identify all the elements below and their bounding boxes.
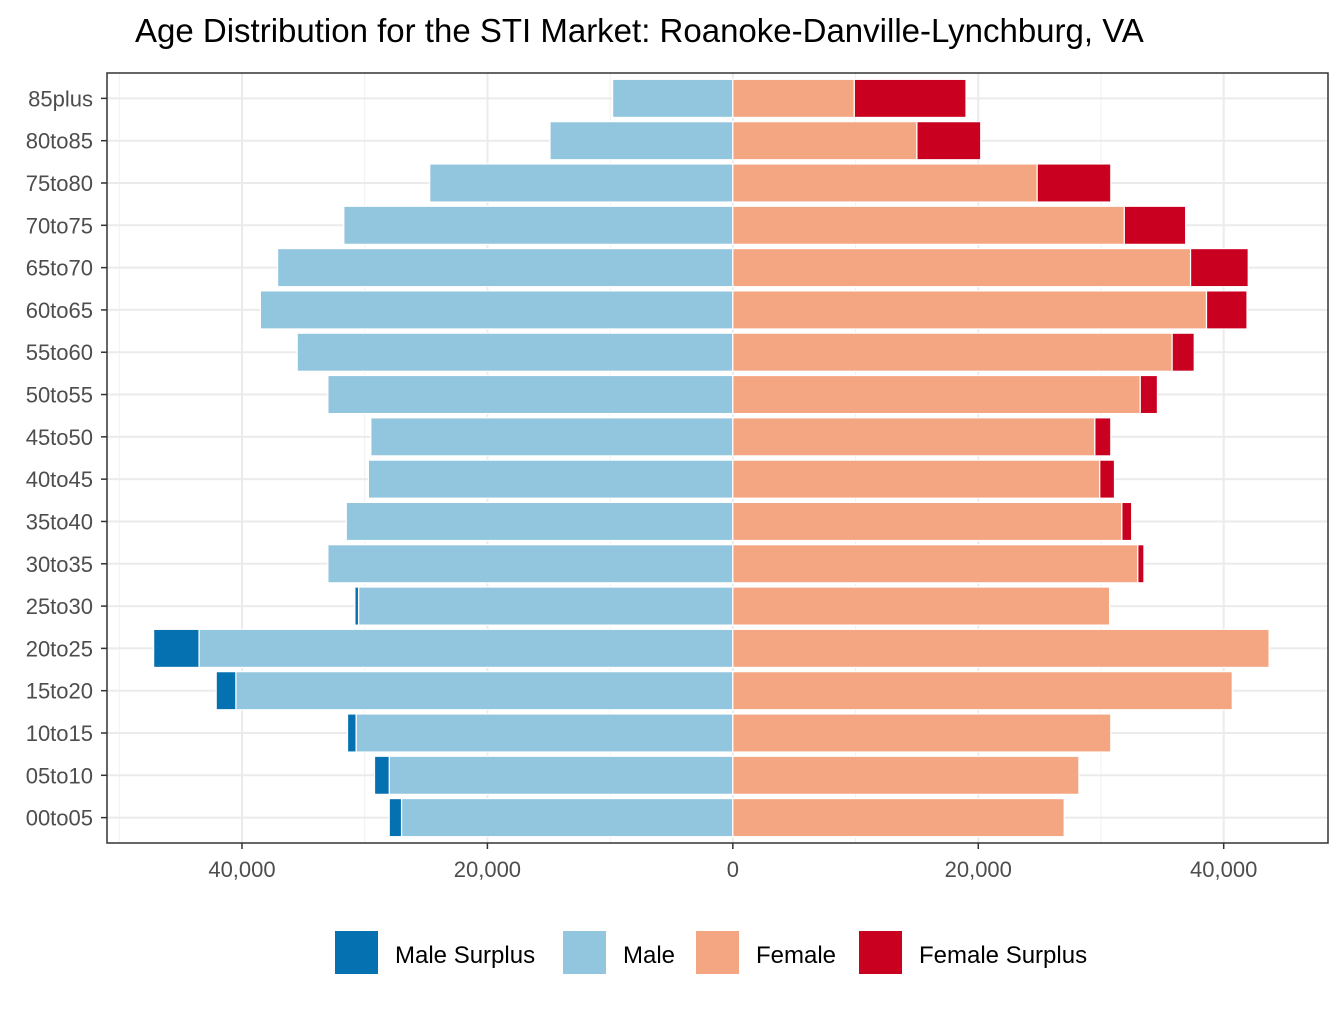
- y-tick-label: 45to50: [26, 425, 93, 450]
- x-tick-label: 20,000: [945, 857, 1012, 882]
- legend-key-male: [563, 931, 606, 974]
- bar-female-60to65: [732, 290, 1208, 330]
- y-tick-label: 35to40: [26, 509, 93, 534]
- bar-male-80to85: [549, 121, 734, 161]
- y-tick-label: 25to30: [26, 594, 93, 619]
- bar-male-55to60: [296, 332, 734, 372]
- x-tick-label: 20,000: [454, 857, 521, 882]
- bar-female-40to45: [732, 459, 1101, 499]
- y-tick-label: 30to35: [26, 552, 93, 577]
- y-tick-label: 10to15: [26, 721, 93, 746]
- bar-male-10to15: [355, 713, 734, 753]
- y-tick-label: 65to70: [26, 256, 93, 281]
- bar-male-surplus-05to10: [373, 755, 390, 795]
- bar-male-60to65: [259, 290, 734, 330]
- bar-female-45to50: [732, 417, 1096, 457]
- bar-male-70to75: [343, 205, 734, 245]
- bar-male-00to05: [400, 797, 734, 838]
- bar-female-surplus-75to80: [1036, 163, 1112, 203]
- bar-female-05to10: [732, 755, 1080, 795]
- bar-female-55to60: [732, 332, 1173, 372]
- y-tick-label: 00to05: [26, 806, 93, 831]
- x-axis: 40,000 20,000 0 20,000 40,000: [208, 843, 1257, 882]
- bar-female-65to70: [732, 247, 1192, 288]
- y-tick-label: 70to75: [26, 213, 93, 238]
- bar-female-50to55: [732, 374, 1141, 415]
- bar-male-30to35: [327, 544, 734, 584]
- legend-label: Female: [756, 942, 836, 969]
- legend: Male Surplus Male Female Female Surplus: [335, 931, 1087, 974]
- x-tick-label: 0: [727, 857, 739, 882]
- y-tick-label: 20to25: [26, 636, 93, 661]
- panel-border: [106, 72, 1329, 844]
- bar-male-surplus-25to30: [354, 586, 360, 626]
- y-tick-label: 75to80: [26, 171, 93, 196]
- bar-female-35to40: [732, 501, 1123, 542]
- bar-female-surplus-30to35: [1137, 544, 1145, 584]
- bars-layer: [153, 78, 1270, 838]
- y-tick-label: 60to65: [26, 298, 93, 323]
- bar-female-surplus-85plus: [853, 78, 967, 119]
- bar-male-25to30: [357, 586, 734, 626]
- legend-label: Male: [623, 942, 675, 969]
- bar-male-05to10: [388, 755, 734, 795]
- bar-female-75to80: [732, 163, 1038, 203]
- bar-female-surplus-80to85: [916, 121, 982, 161]
- bar-male-75to80: [429, 163, 734, 203]
- legend-key-female: [696, 931, 739, 974]
- bar-female-85plus: [732, 78, 855, 119]
- bar-female-surplus-60to65: [1205, 290, 1248, 330]
- bar-male-surplus-15to20: [215, 671, 237, 711]
- bar-female-15to20: [732, 671, 1233, 711]
- legend-label: Female Surplus: [919, 942, 1087, 969]
- y-tick-label: 50to55: [26, 383, 93, 408]
- bar-female-70to75: [732, 205, 1125, 245]
- bar-male-45to50: [370, 417, 734, 457]
- y-tick-label: 05to10: [26, 763, 93, 788]
- bar-male-50to55: [327, 374, 734, 415]
- legend-key-male-surplus: [335, 931, 378, 974]
- y-tick-label: 15to20: [26, 679, 93, 704]
- legend-key-female-surplus: [859, 931, 902, 974]
- bar-male-65to70: [276, 247, 734, 288]
- legend-label: Male Surplus: [395, 942, 535, 969]
- bar-male-15to20: [235, 671, 734, 711]
- y-axis: 00to05 05to10 10to15 15to20 20to25 25to30 30to…: [26, 86, 107, 831]
- bar-female-25to30: [732, 586, 1111, 626]
- bar-female-80to85: [732, 121, 918, 161]
- bar-male-20to25: [198, 628, 734, 669]
- bar-male-surplus-10to15: [346, 713, 357, 753]
- bar-female-surplus-45to50: [1094, 417, 1112, 457]
- bar-female-surplus-40to45: [1099, 459, 1116, 499]
- bar-female-30to35: [732, 544, 1139, 584]
- bar-female-00to05: [732, 797, 1065, 838]
- y-tick-label: 55to60: [26, 340, 93, 365]
- bar-female-surplus-55to60: [1171, 332, 1195, 372]
- chart-title: Age Distribution for the STI Market: Roa…: [135, 12, 1144, 49]
- bar-male-85plus: [611, 78, 734, 119]
- bar-female-10to15: [732, 713, 1112, 753]
- bar-male-35to40: [345, 501, 734, 542]
- y-tick-label: 40to45: [26, 467, 93, 492]
- bar-female-surplus-65to70: [1189, 247, 1249, 288]
- bar-female-20to25: [732, 628, 1270, 669]
- x-tick-label: 40,000: [1190, 857, 1257, 882]
- bar-female-surplus-70to75: [1123, 205, 1187, 245]
- bar-male-surplus-20to25: [153, 628, 200, 669]
- x-tick-label: 40,000: [208, 857, 275, 882]
- bar-male-40to45: [367, 459, 734, 499]
- bar-female-surplus-35to40: [1121, 501, 1133, 542]
- y-tick-label: 80to85: [26, 129, 93, 154]
- bar-male-surplus-00to05: [388, 797, 403, 838]
- y-tick-label: 85plus: [28, 86, 93, 111]
- bar-female-surplus-50to55: [1139, 374, 1159, 415]
